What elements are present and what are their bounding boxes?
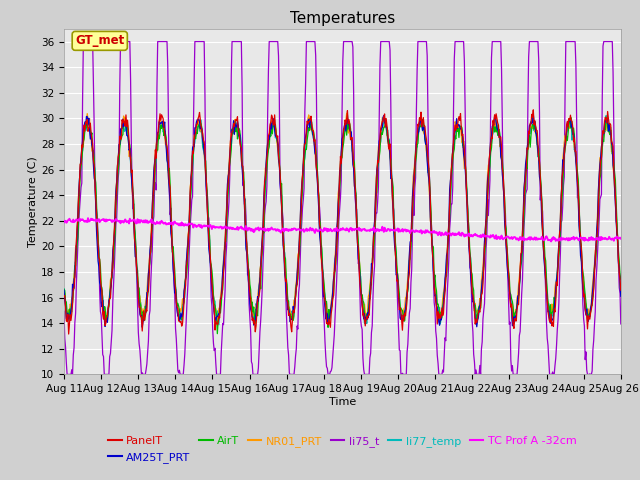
Text: GT_met: GT_met — [75, 35, 124, 48]
X-axis label: Time: Time — [329, 397, 356, 407]
Title: Temperatures: Temperatures — [290, 11, 395, 26]
Legend: PanelT, AM25T_PRT, AirT, NR01_PRT, li75_t, li77_temp, TC Prof A -32cm: PanelT, AM25T_PRT, AirT, NR01_PRT, li75_… — [104, 432, 581, 467]
Y-axis label: Temperature (C): Temperature (C) — [28, 156, 38, 247]
